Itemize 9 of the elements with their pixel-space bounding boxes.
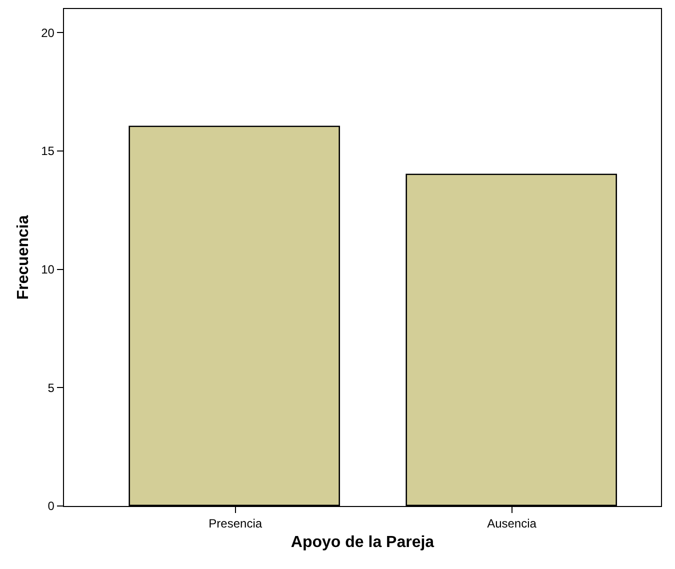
y-tick-label: 0 xyxy=(48,499,55,514)
x-axis-title: Apoyo de la Pareja xyxy=(290,534,434,552)
y-axis-title: Frecuencia xyxy=(14,215,32,300)
y-tick-label: 5 xyxy=(48,380,55,395)
x-tick-label: Presencia xyxy=(208,516,262,531)
x-tick-label: Ausencia xyxy=(487,516,537,531)
y-tick-label: 20 xyxy=(41,26,55,40)
y-tick-label: 10 xyxy=(41,262,55,277)
y-tick-label: 15 xyxy=(41,144,55,158)
